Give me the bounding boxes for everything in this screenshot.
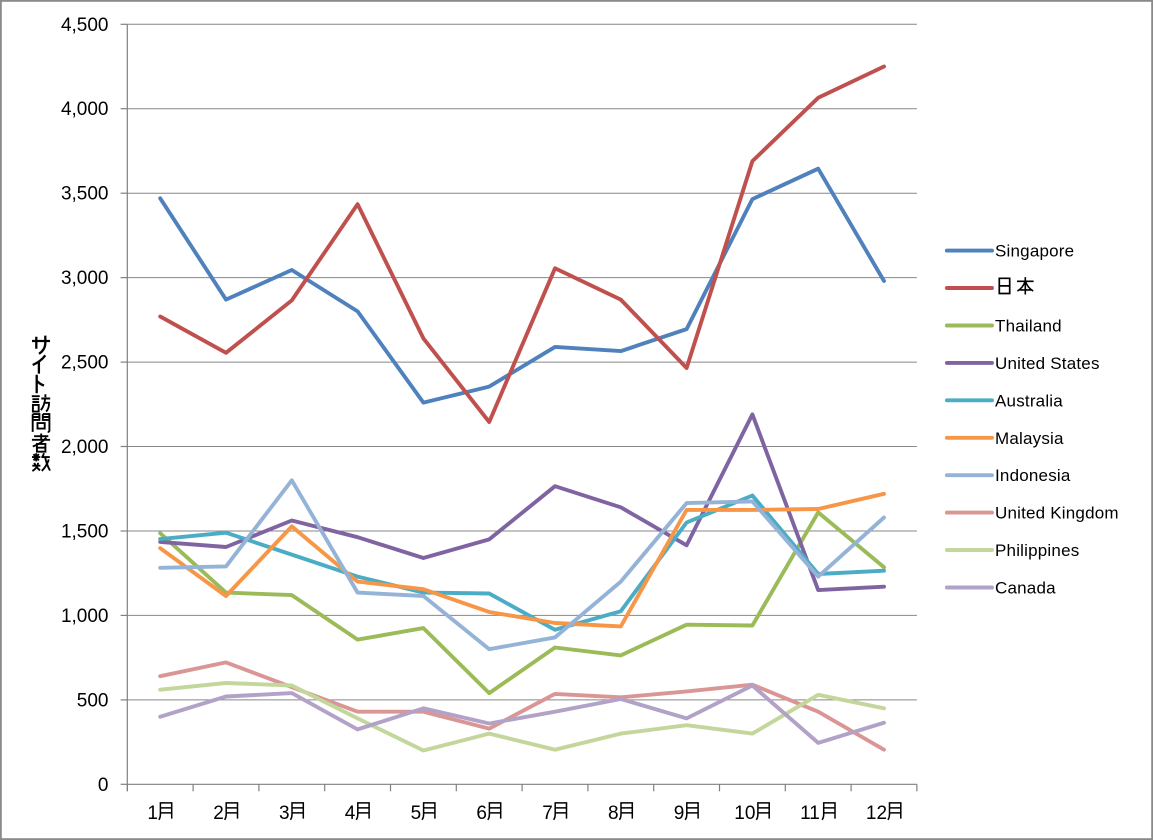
svg-text:9: 9 bbox=[674, 803, 685, 824]
svg-text:11: 11 bbox=[800, 803, 820, 824]
svg-text:United States: United States bbox=[995, 354, 1100, 373]
svg-text:7: 7 bbox=[542, 803, 553, 824]
svg-text:Philippines: Philippines bbox=[995, 541, 1079, 560]
svg-text:1,000: 1,000 bbox=[61, 606, 109, 627]
svg-text:2: 2 bbox=[213, 803, 224, 824]
svg-text:Singapore: Singapore bbox=[995, 242, 1074, 261]
svg-text:Indonesia: Indonesia bbox=[995, 466, 1071, 485]
svg-text:Thailand: Thailand bbox=[995, 317, 1062, 336]
svg-text:3: 3 bbox=[279, 803, 290, 824]
svg-text:Malaysia: Malaysia bbox=[995, 429, 1064, 448]
svg-text:5: 5 bbox=[411, 803, 422, 824]
svg-text:4,500: 4,500 bbox=[61, 15, 109, 36]
svg-text:10: 10 bbox=[734, 803, 755, 824]
svg-text:1: 1 bbox=[147, 803, 158, 824]
svg-text:500: 500 bbox=[77, 690, 109, 711]
svg-text:2,500: 2,500 bbox=[61, 353, 109, 374]
svg-text:Canada: Canada bbox=[995, 579, 1056, 598]
svg-text:2,000: 2,000 bbox=[61, 437, 109, 458]
svg-text:6: 6 bbox=[476, 803, 487, 824]
svg-text:8: 8 bbox=[608, 803, 619, 824]
svg-text:3,000: 3,000 bbox=[61, 268, 109, 289]
svg-text:12: 12 bbox=[866, 803, 887, 824]
svg-text:Australia: Australia bbox=[995, 391, 1063, 410]
svg-text:4,000: 4,000 bbox=[61, 99, 109, 120]
svg-text:United Kingdom: United Kingdom bbox=[995, 504, 1119, 523]
svg-text:0: 0 bbox=[98, 775, 109, 796]
svg-text:1,500: 1,500 bbox=[61, 522, 109, 543]
svg-text:4: 4 bbox=[345, 803, 356, 824]
svg-text:3,500: 3,500 bbox=[61, 184, 109, 205]
